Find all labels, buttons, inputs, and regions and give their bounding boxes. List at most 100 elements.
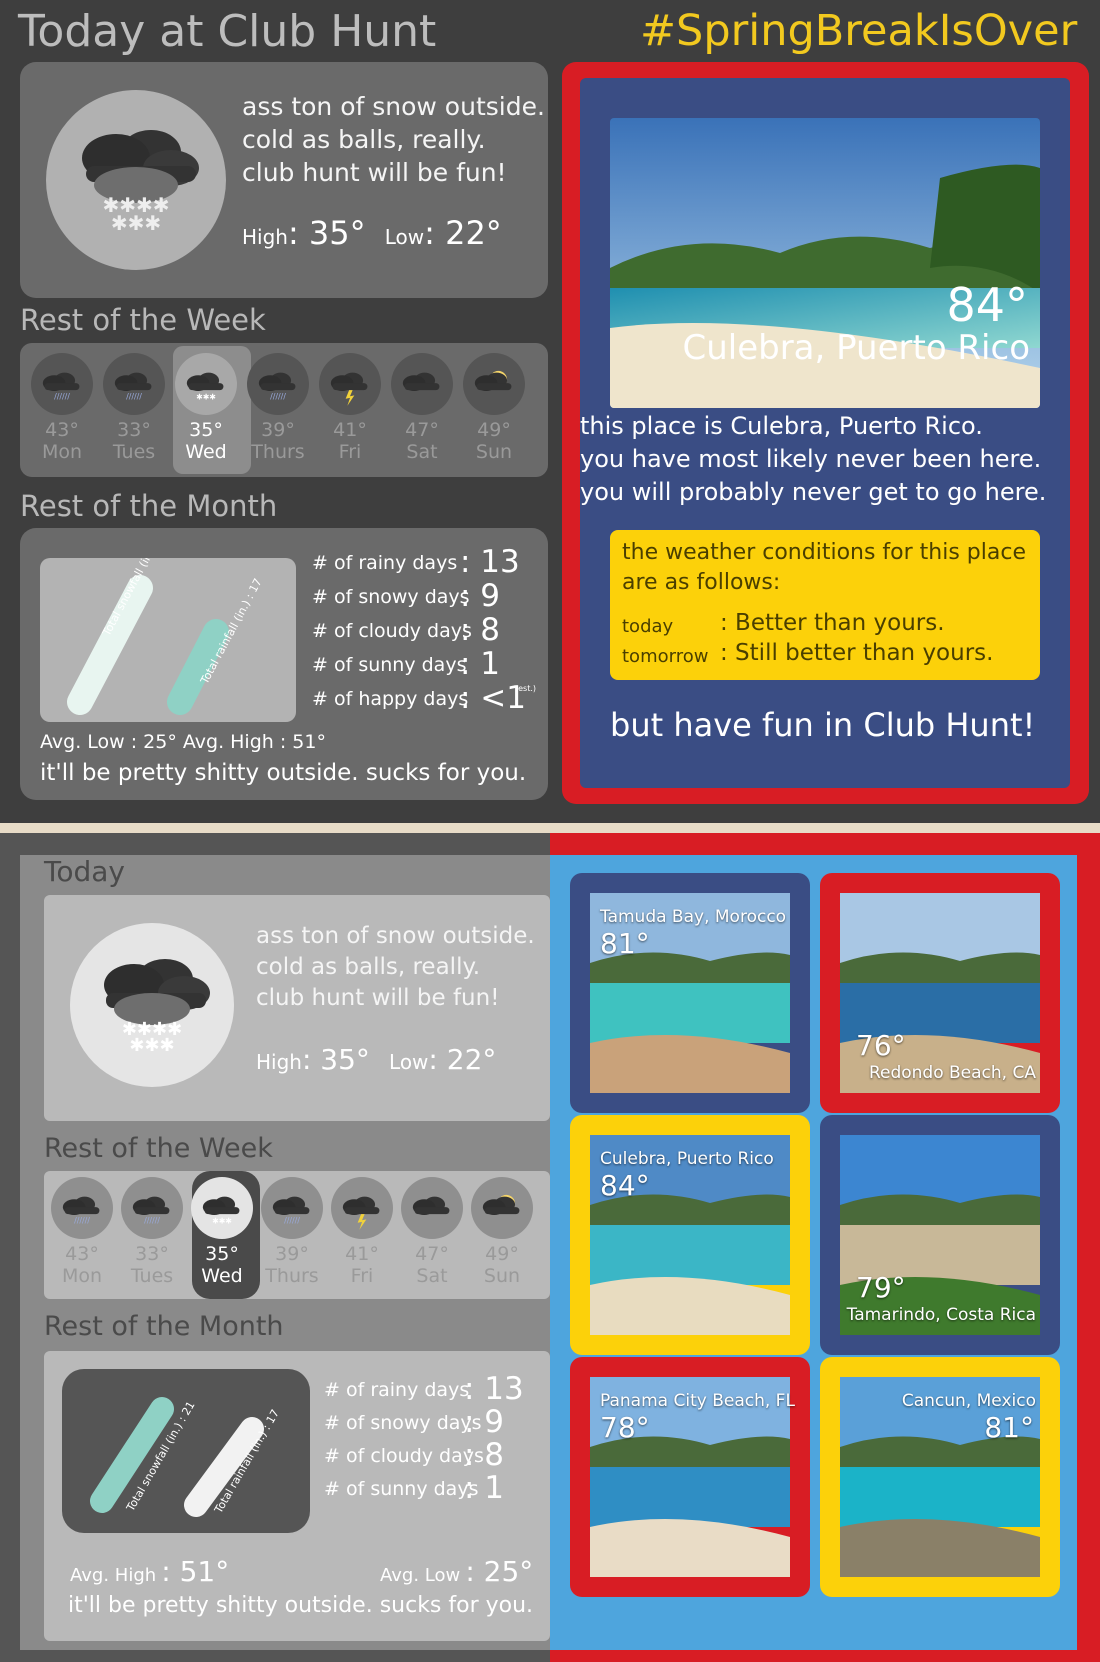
day-wed[interactable]: ✱✱✱ 35° Wed [172,353,240,463]
snow-cloud-icon: ✱✱✱✱ ✱✱✱ [70,923,234,1087]
day-name: Sat [416,1265,448,1287]
stat-label: # of snowy days [312,586,470,608]
destination-tile[interactable]: Redondo Beach, CA 76° [820,873,1060,1113]
destination-city: Culebra, Puerto Rico [600,1149,774,1169]
today-line-3: club hunt will be fun! [242,158,507,187]
high-value: : 35° [287,214,366,252]
day-mon[interactable]: ////// 43° Mon [48,1177,116,1287]
svg-text:✱✱✱: ✱✱✱ [212,1217,232,1226]
cond-tomorrow-label: tomorrow [622,646,709,667]
stat-value: : <1 [460,680,526,716]
day-temp: 47° [415,1243,449,1265]
feature-place: Culebra, Puerto Rico [682,328,1030,368]
high-label: High [242,225,288,249]
cloud-rain-icon: ////// [261,1177,323,1239]
stat-label: # of rainy days [312,552,458,574]
destination-tile[interactable]: Culebra, Puerto Rico 84° [570,1115,810,1355]
feature-card[interactable]: 84° Culebra, Puerto Rico this place is C… [562,62,1089,804]
destination-tile[interactable]: Cancun, Mexico 81° [820,1357,1060,1597]
month-stat: # of sunny days: 1 [312,646,500,682]
destination-photo [840,1377,1040,1577]
stat-label: # of sunny days [312,654,467,676]
day-mon[interactable]: ////// 43° Mon [28,353,96,463]
day-name: Mon [41,441,83,463]
day-sat[interactable]: 47° Sat [398,1177,466,1287]
day-name: Thurs [265,1265,319,1287]
today-line-2: cold as balls, really. [256,954,481,980]
today-line-3: club hunt will be fun! [256,985,500,1011]
cloud-rain-icon: ////// [103,353,165,415]
day-tues[interactable]: ////// 33° Tues [100,353,168,463]
partly-sunny-icon [463,353,525,415]
day-thurs[interactable]: ////// 39° Thurs [258,1177,326,1287]
day-sun[interactable]: 49° Sun [460,353,528,463]
month-stat: # of cloudy days: 8 [324,1437,504,1473]
day-sun[interactable]: 49° Sun [468,1177,536,1287]
avg-high-label: Avg. High [70,1565,157,1586]
destination-city: Panama City Beach, FL [600,1391,795,1411]
day-temp: 39° [275,1243,309,1265]
cloud-rain-icon: ////// [121,1177,183,1239]
conditions-intro-2: are as follows: [622,570,781,595]
conditions-intro: the weather conditions for this place ar… [622,538,1026,598]
destination-tile[interactable]: Tamuda Bay, Morocco 81° [570,873,810,1113]
destination-photo [840,893,1040,1093]
month-panel-b: Total snowfall (in.) : 21 Total rainfall… [44,1351,550,1641]
destination-temp: 81° [600,927,650,960]
svg-text://////: ////// [54,392,70,401]
precip-chart: Total snowfall (in.) : 21 Total rainfall… [40,558,296,722]
today-line-2: cold as balls, really. [242,125,486,154]
snow-cloud-icon: ✱✱✱✱ ✱✱✱ [46,90,226,270]
day-temp: 33° [117,419,151,441]
day-wed[interactable]: ✱✱✱ 35° Wed [188,1177,256,1287]
destination-tile[interactable]: Tamarindo, Costa Rica 79° [820,1115,1060,1355]
month-stat: # of rainy days: 13 [312,544,520,580]
conditions-intro-1: the weather conditions for this place [622,540,1026,565]
stat-value: : 13 [460,544,520,580]
day-name: Tues [112,441,156,463]
stat-value: : 9 [460,578,501,614]
svg-text://////: ////// [74,1216,90,1225]
destination-city: Tamuda Bay, Morocco [600,907,787,927]
week-heading: Rest of the Week [20,303,266,337]
cloud-rain-icon: ////// [247,353,309,415]
stat-value: : 1 [464,1470,505,1506]
stat-label: # of happy days [312,688,469,710]
month-stat: # of snowy days: 9 [324,1404,504,1440]
destination-city: Cancun, Mexico [901,1391,1036,1411]
day-fri[interactable]: 41° Fri [316,353,384,463]
feature-desc: this place is Culebra, Puerto Rico. you … [580,410,1046,509]
stat-label: # of sunny days [324,1478,479,1500]
high-value: : 35° [301,1043,370,1076]
cloud-lightning-icon [319,353,381,415]
today-panel-b: ✱✱✱✱ ✱✱✱ ass ton of snow outside. cold a… [44,895,550,1121]
cond-today-value: : Better than yours. [720,610,945,636]
today-line-1: ass ton of snow outside. [242,92,545,121]
svg-text:✱✱✱: ✱✱✱ [196,393,216,402]
week-heading: Rest of the Week [44,1133,273,1164]
stat-value: : 1 [460,646,501,682]
today-hilo: High: 35° Low: 22° [256,1043,496,1076]
conditions-box: the weather conditions for this place ar… [610,530,1040,680]
destination-tile[interactable]: Panama City Beach, FL 78° [570,1357,810,1597]
avg-low-label: Avg. Low [380,1565,461,1586]
low-label: Low [389,1050,429,1074]
stat-label: # of cloudy days [312,620,472,642]
day-sat[interactable]: 47° Sat [388,353,456,463]
stat-note: (est.) [515,684,537,693]
day-fri[interactable]: 41° Fri [328,1177,396,1287]
day-temp: 47° [405,419,439,441]
day-temp: 35° [189,419,223,441]
top-screen: Today at Club Hunt #SpringBreakIsOver ✱✱… [0,0,1100,823]
destination-temp: 78° [600,1411,650,1444]
feature-desc-1: this place is Culebra, Puerto Rico. [580,412,983,440]
cloud-lightning-icon [331,1177,393,1239]
cond-today-label: today [622,616,674,637]
svg-text://////: ////// [144,1216,160,1225]
avg-high-value: : 51° [161,1555,230,1588]
svg-text://////: ////// [126,392,142,401]
destination-temp: 81° [984,1411,1034,1444]
day-tues[interactable]: ////// 33° Tues [118,1177,186,1287]
day-thurs[interactable]: ////// 39° Thurs [244,353,312,463]
low-value: : 22° [424,214,502,252]
